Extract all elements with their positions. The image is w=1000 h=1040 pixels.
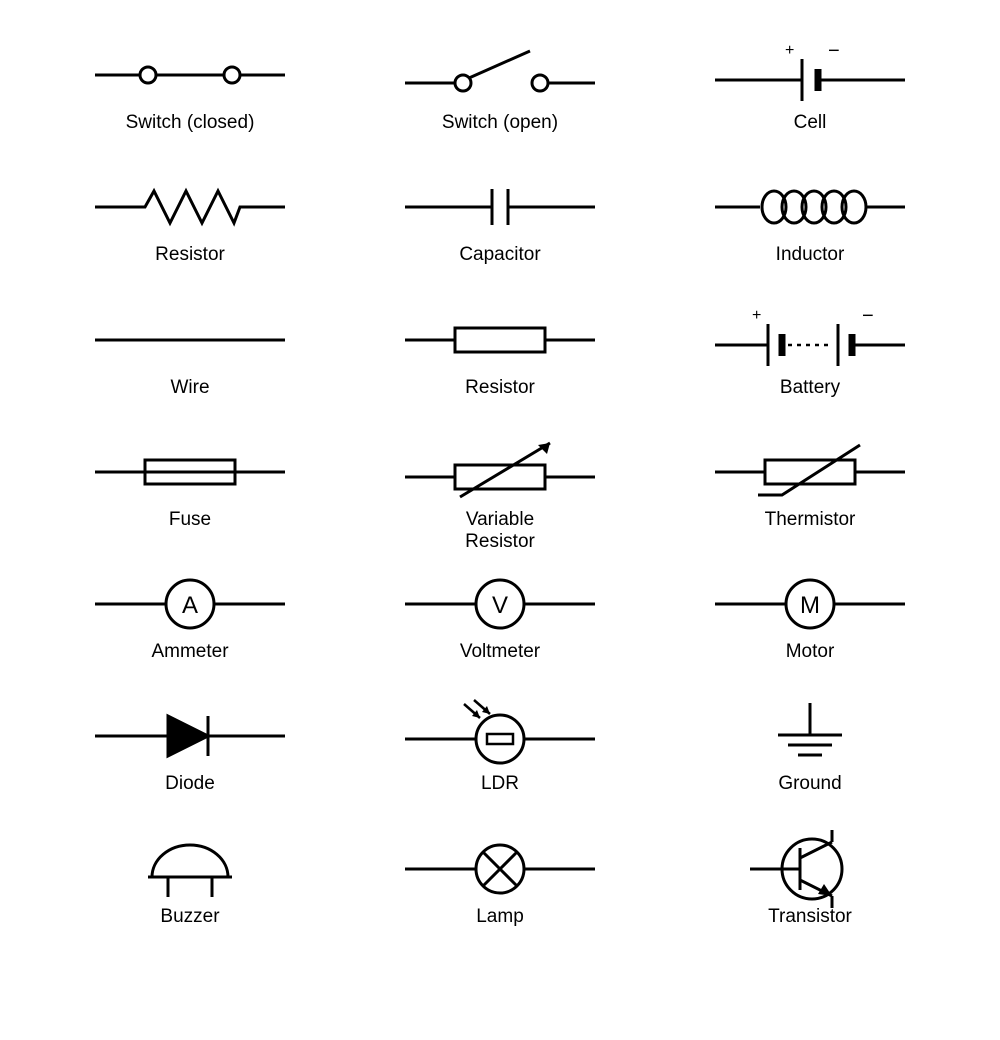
switch-open-label: Switch (open)	[442, 112, 558, 134]
svg-text:−: −	[828, 40, 840, 62]
cell-battery: + − Battery	[660, 305, 960, 431]
ammeter-icon: A	[80, 569, 300, 639]
cell-inductor: Inductor	[660, 172, 960, 298]
wire-label: Wire	[170, 377, 209, 399]
svg-text:V: V	[492, 592, 508, 619]
cell-ammeter: A Ammeter	[40, 569, 340, 695]
transistor-label: Transistor	[768, 906, 852, 928]
cell-icon: + −	[700, 40, 920, 110]
wire-icon	[80, 305, 300, 375]
svg-text:+: +	[785, 42, 794, 59]
diode-icon	[80, 701, 300, 771]
buzzer-label: Buzzer	[160, 906, 219, 928]
cell-label: Cell	[794, 112, 827, 134]
resistor-box-label: Resistor	[465, 377, 535, 399]
transistor-icon	[700, 834, 920, 904]
cell-lamp: Lamp	[350, 834, 650, 960]
cell-switch-closed: Switch (closed)	[40, 40, 340, 166]
cell-resistor-zigzag: Resistor	[40, 172, 340, 298]
cell-wire: Wire	[40, 305, 340, 431]
ldr-icon	[390, 701, 610, 771]
capacitor-icon	[390, 172, 610, 242]
buzzer-icon	[80, 834, 300, 904]
svg-text:M: M	[800, 592, 820, 619]
cell-fuse: Fuse	[40, 437, 340, 563]
capacitor-label: Capacitor	[459, 244, 540, 266]
battery-label: Battery	[780, 377, 840, 399]
lamp-label: Lamp	[476, 906, 524, 928]
cell-variable-resistor: VariableResistor	[350, 437, 650, 563]
ldr-label: LDR	[481, 773, 519, 795]
motor-icon: M	[700, 569, 920, 639]
voltmeter-label: Voltmeter	[460, 641, 540, 663]
cell-capacitor: Capacitor	[350, 172, 650, 298]
inductor-icon	[700, 172, 920, 242]
variable-resistor-icon	[390, 437, 610, 507]
ground-icon	[700, 701, 920, 771]
thermistor-label: Thermistor	[765, 509, 856, 531]
motor-label: Motor	[786, 641, 835, 663]
cell-voltmeter: V Voltmeter	[350, 569, 650, 695]
resistor-zigzag-label: Resistor	[155, 244, 225, 266]
diode-label: Diode	[165, 773, 215, 795]
resistor-box-icon	[390, 305, 610, 375]
cell-thermistor: Thermistor	[660, 437, 960, 563]
inductor-label: Inductor	[776, 244, 845, 266]
svg-text:A: A	[182, 592, 198, 619]
variable-resistor-label: VariableResistor	[465, 509, 535, 553]
lamp-icon	[390, 834, 610, 904]
battery-icon: + −	[700, 305, 920, 375]
svg-text:−: −	[862, 305, 874, 327]
cell-ground: Ground	[660, 701, 960, 827]
cell-switch-open: Switch (open)	[350, 40, 650, 166]
resistor-zigzag-icon	[80, 172, 300, 242]
cell-transistor: Transistor	[660, 834, 960, 960]
fuse-icon	[80, 437, 300, 507]
cell-buzzer: Buzzer	[40, 834, 340, 960]
cell-resistor-box: Resistor	[350, 305, 650, 431]
cell-motor: M Motor	[660, 569, 960, 695]
cell-ldr: LDR	[350, 701, 650, 827]
fuse-label: Fuse	[169, 509, 211, 531]
ground-label: Ground	[778, 773, 841, 795]
svg-text:+: +	[752, 307, 761, 324]
switch-closed-label: Switch (closed)	[126, 112, 255, 134]
thermistor-icon	[700, 437, 920, 507]
switch-open-icon	[390, 40, 610, 110]
ammeter-label: Ammeter	[151, 641, 228, 663]
switch-closed-icon	[80, 40, 300, 110]
cell-diode: Diode	[40, 701, 340, 827]
cell-cell: + − Cell	[660, 40, 960, 166]
voltmeter-icon: V	[390, 569, 610, 639]
circuit-symbol-grid: Switch (closed) Switch (open)	[40, 40, 960, 960]
